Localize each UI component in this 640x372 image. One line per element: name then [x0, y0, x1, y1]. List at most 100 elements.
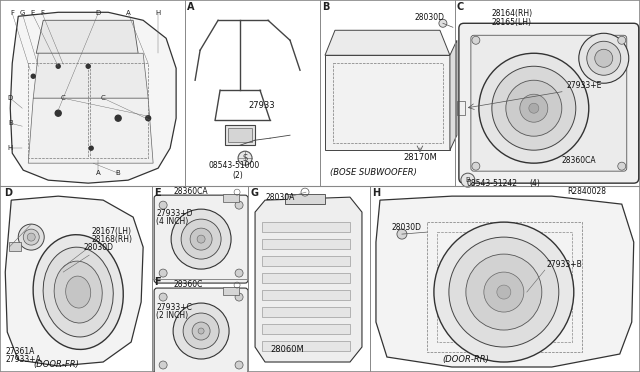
- Text: (2): (2): [232, 171, 243, 180]
- Circle shape: [115, 115, 121, 121]
- Circle shape: [587, 41, 621, 75]
- Text: (4 INCH): (4 INCH): [156, 217, 188, 226]
- Polygon shape: [5, 196, 143, 366]
- Circle shape: [159, 201, 167, 209]
- Text: (DOOR-RR): (DOOR-RR): [442, 355, 489, 364]
- Circle shape: [497, 285, 511, 299]
- Polygon shape: [262, 307, 350, 317]
- Text: 28030A: 28030A: [265, 193, 294, 202]
- Text: E: E: [30, 10, 35, 16]
- Text: 28360CA: 28360CA: [562, 156, 596, 165]
- Circle shape: [171, 209, 231, 269]
- Circle shape: [190, 228, 212, 250]
- Circle shape: [397, 229, 407, 239]
- Bar: [9, 242, 21, 251]
- Circle shape: [472, 36, 480, 44]
- Text: (4): (4): [530, 179, 541, 188]
- Bar: [285, 194, 325, 204]
- Circle shape: [506, 80, 562, 136]
- Polygon shape: [255, 197, 362, 362]
- Text: F: F: [154, 277, 161, 287]
- Circle shape: [492, 66, 576, 150]
- Text: B: B: [8, 120, 13, 126]
- Circle shape: [449, 237, 559, 347]
- Bar: [228, 128, 252, 142]
- Text: 28167(LH): 28167(LH): [91, 227, 131, 236]
- Circle shape: [198, 328, 204, 334]
- Text: G: G: [250, 188, 258, 198]
- Polygon shape: [262, 273, 350, 283]
- Polygon shape: [36, 20, 138, 53]
- Text: E: E: [154, 188, 161, 198]
- Polygon shape: [262, 239, 350, 249]
- Circle shape: [484, 272, 524, 312]
- Circle shape: [146, 116, 150, 121]
- Text: 28168(RH): 28168(RH): [91, 235, 132, 244]
- Text: (DOOR-FR): (DOOR-FR): [33, 360, 79, 369]
- Polygon shape: [450, 40, 457, 150]
- Circle shape: [159, 361, 167, 369]
- Text: D: D: [8, 95, 13, 101]
- Circle shape: [183, 313, 219, 349]
- Circle shape: [173, 303, 229, 359]
- Text: 28170M: 28170M: [403, 153, 436, 162]
- Polygon shape: [325, 55, 450, 150]
- Text: B: B: [322, 2, 330, 12]
- Text: H: H: [8, 145, 13, 151]
- Bar: [223, 194, 239, 202]
- Circle shape: [529, 103, 539, 113]
- Text: A: A: [187, 2, 195, 12]
- Bar: [437, 232, 572, 342]
- Text: (BOSE SUBWOOFER): (BOSE SUBWOOFER): [330, 168, 417, 177]
- Circle shape: [89, 146, 93, 150]
- Text: D: D: [95, 10, 101, 16]
- Circle shape: [479, 53, 589, 163]
- Bar: [225, 125, 255, 145]
- Circle shape: [595, 49, 612, 67]
- Polygon shape: [262, 341, 350, 351]
- Circle shape: [439, 19, 447, 27]
- Text: S: S: [243, 154, 248, 163]
- Ellipse shape: [54, 261, 102, 323]
- Text: 28360CA: 28360CA: [173, 187, 208, 196]
- Text: 28030D: 28030D: [415, 13, 445, 22]
- Circle shape: [181, 219, 221, 259]
- Bar: [457, 101, 465, 115]
- Text: A: A: [126, 10, 131, 16]
- Text: 28360C: 28360C: [173, 280, 202, 289]
- Circle shape: [192, 322, 210, 340]
- Circle shape: [472, 162, 480, 170]
- Text: (2 INCH): (2 INCH): [156, 311, 188, 320]
- Text: 28060M: 28060M: [270, 345, 304, 354]
- Text: H: H: [156, 10, 161, 16]
- Text: 27933+E: 27933+E: [567, 81, 602, 90]
- Text: A: A: [96, 170, 100, 176]
- Circle shape: [31, 74, 35, 78]
- Polygon shape: [262, 222, 350, 232]
- Circle shape: [23, 229, 39, 245]
- Circle shape: [238, 151, 252, 165]
- Circle shape: [19, 224, 44, 250]
- FancyBboxPatch shape: [154, 195, 248, 283]
- Text: D: D: [4, 188, 12, 198]
- Text: R2840028: R2840028: [567, 187, 606, 196]
- Circle shape: [466, 254, 542, 330]
- Circle shape: [434, 222, 574, 362]
- Bar: [333, 63, 443, 143]
- Circle shape: [235, 269, 243, 277]
- Polygon shape: [262, 324, 350, 334]
- Polygon shape: [262, 290, 350, 300]
- Text: G: G: [20, 10, 25, 16]
- Circle shape: [235, 293, 243, 301]
- Circle shape: [235, 201, 243, 209]
- Text: 27933+C: 27933+C: [156, 303, 192, 312]
- Text: 27933+A: 27933+A: [5, 355, 41, 364]
- Polygon shape: [376, 196, 634, 367]
- Text: 08543-51000: 08543-51000: [208, 161, 259, 170]
- Text: F: F: [10, 10, 14, 16]
- Circle shape: [55, 110, 61, 116]
- FancyBboxPatch shape: [459, 23, 639, 183]
- FancyBboxPatch shape: [471, 35, 627, 171]
- Text: H: H: [372, 188, 380, 198]
- Text: 27933: 27933: [248, 101, 275, 110]
